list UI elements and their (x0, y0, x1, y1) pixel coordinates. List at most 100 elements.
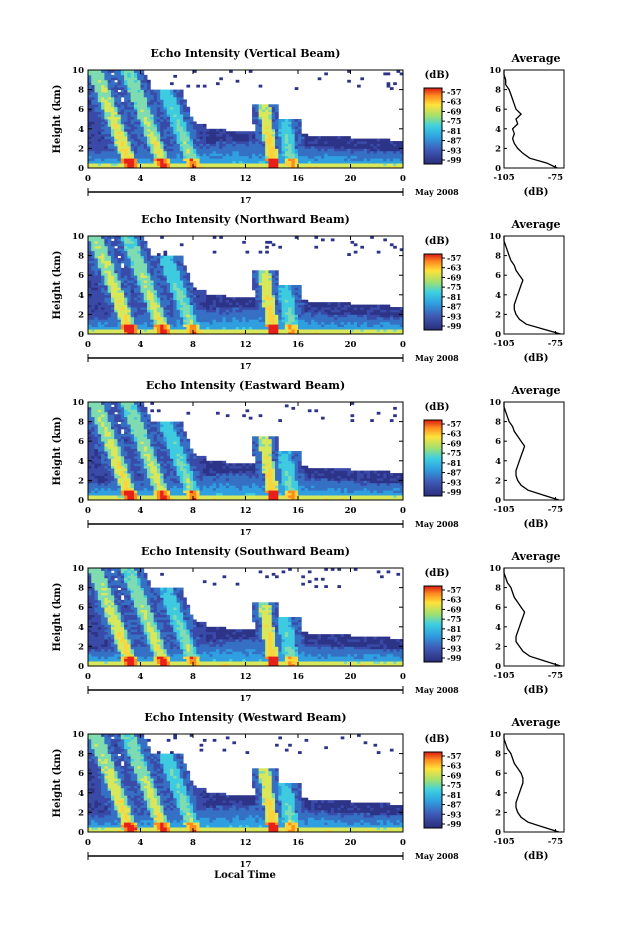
heatmap-cell (107, 497, 112, 501)
heatmap-cell (275, 119, 279, 122)
heatmap-cell (88, 253, 92, 256)
heatmap-cell (170, 275, 174, 279)
heatmap-cell (91, 497, 95, 501)
heatmap-cell (130, 314, 135, 318)
heatmap-cell (252, 155, 256, 159)
heatmap-cell (173, 277, 177, 281)
heatmap-cell (265, 331, 269, 335)
heatmap-cell (104, 455, 109, 459)
heatmap-cell (350, 321, 355, 325)
heatmap-cell (209, 150, 214, 154)
heatmap-cell (294, 160, 299, 164)
heatmap-cell (140, 307, 145, 310)
heatmap-cell (97, 446, 102, 449)
heatmap-cell (143, 280, 148, 283)
heatmap-cell (94, 316, 99, 320)
heatmap-cell (275, 321, 279, 325)
heatmap-cell (170, 272, 174, 276)
heatmap-cell (340, 153, 345, 157)
heatmap-cell (215, 331, 220, 335)
heatmap-cell (245, 307, 250, 310)
heatmap-cell (97, 309, 102, 313)
average-title: Average (510, 52, 560, 65)
heatmap-cell (357, 165, 361, 169)
heatmap-cell (143, 309, 148, 313)
heatmap-cell (238, 329, 243, 332)
heatmap-cell (396, 321, 401, 325)
heatmap-cell (170, 133, 174, 137)
heatmap-cell (275, 299, 279, 303)
heatmap-cell (163, 141, 168, 144)
heatmap-cell (101, 324, 105, 328)
heatmap-cell (104, 123, 109, 127)
heatmap-cell (88, 77, 92, 81)
heatmap-cell (150, 150, 155, 154)
heatmap-cell (117, 497, 122, 501)
heatmap-cell (117, 302, 122, 305)
heatmap-cell (337, 150, 342, 154)
heatmap-cell (261, 326, 266, 330)
heatmap-cell (110, 307, 115, 310)
heatmap-cell (225, 307, 230, 310)
heatmap-cell (202, 160, 207, 164)
heatmap-cell (340, 324, 345, 328)
heatmap-cell (350, 150, 355, 154)
heatmap-cell (179, 153, 184, 157)
heatmap-cell (120, 87, 125, 90)
heatmap-cell (170, 326, 174, 330)
heatmap-cell (330, 304, 335, 308)
heatmap-cell (101, 455, 105, 459)
heatmap-cell (179, 145, 184, 149)
heatmap-cell (88, 446, 92, 449)
heatmap-cell (160, 133, 164, 137)
heatmap-cell (343, 155, 348, 159)
heatmap-cell (163, 104, 168, 108)
heatmap-cell (265, 158, 269, 162)
heatmap-cell (265, 153, 269, 157)
heatmap-cell (117, 402, 122, 405)
heatmap-cell (110, 94, 115, 98)
heatmap-cell (183, 326, 187, 330)
heatmap-cell (101, 101, 105, 105)
heatmap-cell (225, 158, 230, 162)
heatmap-cell (124, 267, 128, 271)
heatmap-cell (193, 289, 197, 293)
heatmap-cell (179, 116, 184, 120)
heatmap-cell (334, 309, 338, 313)
heatmap-cell (366, 311, 371, 315)
heatmap-cell (133, 148, 138, 152)
heatmap-cell (215, 319, 220, 323)
heatmap-cell (101, 236, 105, 239)
heatmap-cell (147, 121, 151, 125)
heatmap-cell (347, 309, 351, 313)
heatmap-cell (238, 316, 243, 320)
heatmap-cell (363, 138, 368, 142)
heatmap-cell (88, 245, 92, 249)
heatmap-cell (179, 302, 184, 305)
heatmap-cell (245, 158, 250, 162)
heatmap-cell (110, 287, 115, 291)
heatmap-cell (133, 84, 138, 88)
heatmap-cell (104, 79, 109, 83)
heatmap-cell (350, 329, 355, 332)
heatmap-cell (298, 287, 302, 291)
heatmap-cell (140, 158, 145, 162)
heatmap-cell (163, 272, 168, 276)
heatmap-cell (137, 319, 141, 323)
heatmap-cell (163, 131, 168, 135)
heatmap-cell (304, 136, 309, 139)
heatmap-cell (156, 143, 161, 147)
heatmap-cell (114, 289, 118, 293)
heatmap-cell (88, 411, 92, 415)
heatmap-cell (153, 106, 158, 110)
heatmap-cell (386, 316, 391, 320)
heatmap-cell (88, 326, 92, 330)
heatmap-cell (222, 319, 227, 323)
heatmap-cell (127, 321, 132, 325)
heatmap-cell (324, 321, 328, 325)
heatmap-cell (101, 258, 105, 261)
heatmap-cell (298, 297, 302, 301)
heatmap-cell (258, 302, 263, 305)
heatmap-cell (179, 331, 184, 335)
heatmap-cell (147, 143, 151, 147)
